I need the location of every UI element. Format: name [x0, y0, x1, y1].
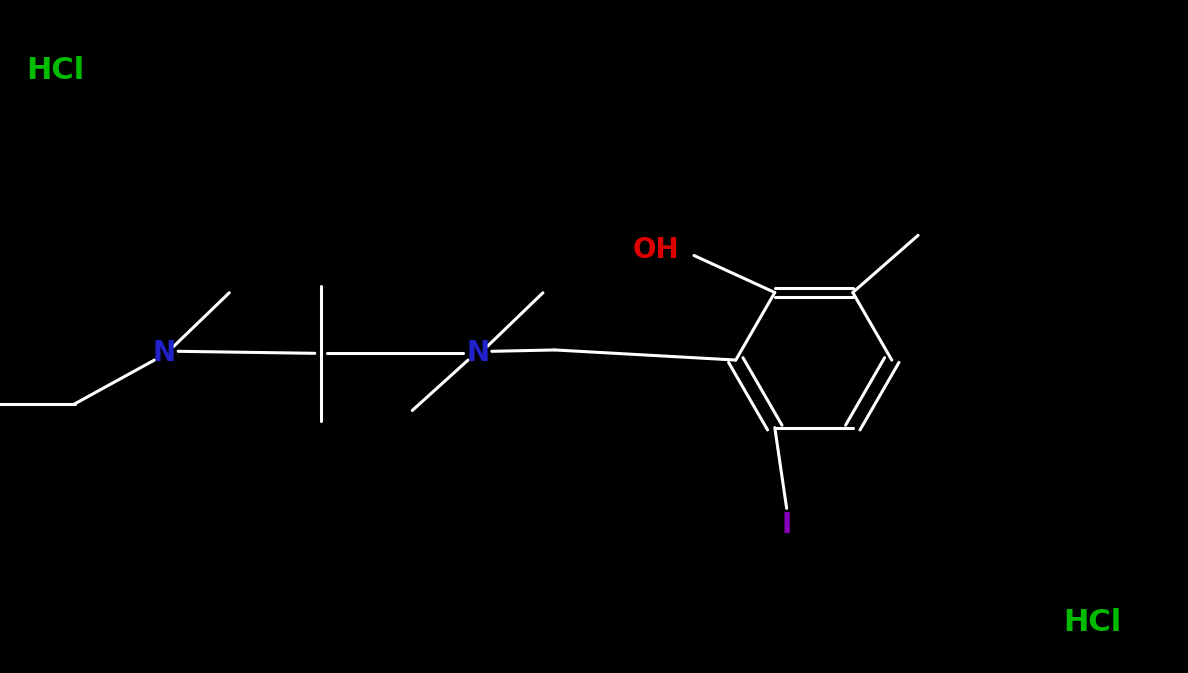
Text: HCl: HCl	[1063, 608, 1121, 637]
Text: N: N	[152, 339, 176, 367]
Text: N: N	[466, 339, 489, 367]
Text: OH: OH	[633, 236, 680, 264]
Text: HCl: HCl	[26, 56, 84, 85]
Text: I: I	[782, 511, 791, 539]
